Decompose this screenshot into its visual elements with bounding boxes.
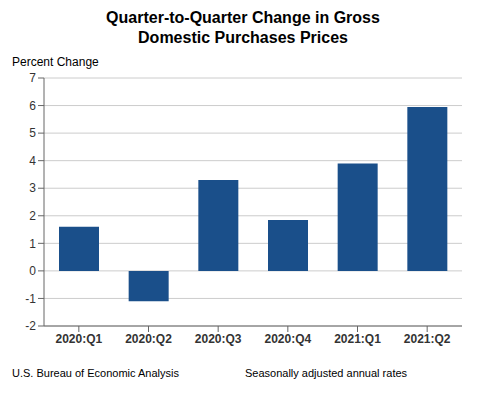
- html-text:Quarter-to-Quarter Change in G: Quarter-to-Quarter Change in Gross: [106, 9, 380, 26]
- svg-text:2020:Q4: 2020:Q4: [264, 332, 311, 346]
- svg-text:7: 7: [29, 71, 36, 85]
- svg-text:1: 1: [29, 237, 36, 251]
- svg-text:-1: -1: [25, 292, 36, 306]
- html-text:Domestic Purchases Prices: Domestic Purchases Prices: [138, 29, 348, 46]
- svg-text:2: 2: [29, 209, 36, 223]
- svg-text:3: 3: [29, 181, 36, 195]
- svg-text:2021:Q1: 2021:Q1: [334, 332, 381, 346]
- svg-text:2021:Q2: 2021:Q2: [404, 332, 451, 346]
- svg-text:4: 4: [29, 154, 36, 168]
- svg-text:2020:Q2: 2020:Q2: [125, 332, 172, 346]
- svg-text:5: 5: [29, 126, 36, 140]
- svg-text:-2: -2: [25, 319, 36, 333]
- svg-text:0: 0: [29, 264, 36, 278]
- svg-text:2020:Q3: 2020:Q3: [195, 332, 242, 346]
- html-text:Percent Change: Percent Change: [12, 55, 99, 69]
- svg-text:2020:Q1: 2020:Q1: [55, 332, 102, 346]
- html-text:Seasonally adjusted annual rat: Seasonally adjusted annual rates: [245, 367, 408, 379]
- html-text:U.S. Bureau of Economic Analys: U.S. Bureau of Economic Analysis: [12, 367, 179, 379]
- svg-text:6: 6: [29, 99, 36, 113]
